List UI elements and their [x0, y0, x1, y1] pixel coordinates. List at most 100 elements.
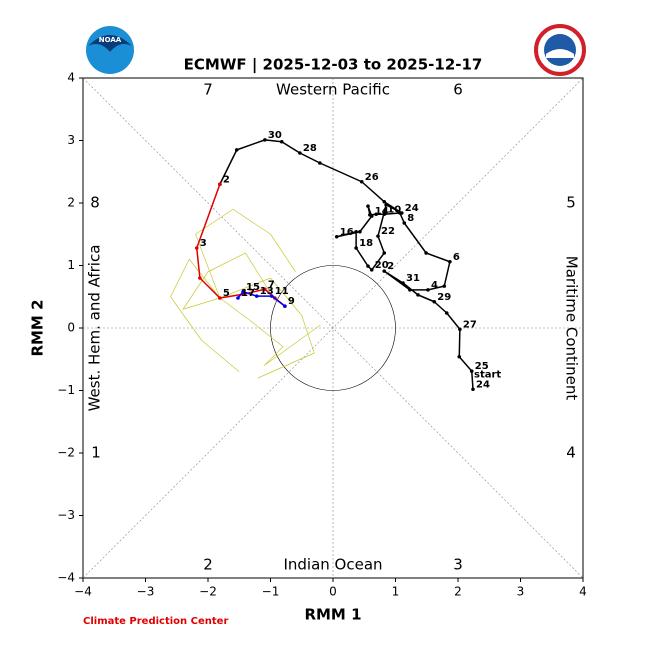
y-tick-label: 0: [67, 321, 75, 335]
series-line: [219, 297, 321, 366]
date-label: 10: [387, 204, 401, 215]
x-tick-label: 1: [392, 585, 400, 599]
series-point: [448, 259, 452, 264]
date-label: 7: [268, 279, 275, 290]
series-point: [457, 354, 462, 359]
series-point: [382, 212, 387, 217]
x-tick-label: −4: [74, 585, 92, 599]
noaa-logo: NOAA: [86, 26, 134, 74]
x-tick-label: 2: [454, 585, 462, 599]
region-label: Indian Ocean: [283, 556, 382, 574]
date-label: 14: [375, 206, 389, 217]
date-label: 3: [200, 238, 207, 249]
date-label: 20: [375, 260, 389, 271]
series-line: [195, 208, 296, 299]
date-label: 5: [223, 288, 230, 299]
y-tick-label: −4: [57, 571, 75, 585]
source-label: Climate Prediction Center: [83, 616, 228, 627]
series-point: [382, 269, 387, 273]
y-tick-label: 2: [67, 196, 75, 210]
series-point: [263, 138, 267, 142]
series-point: [334, 234, 339, 239]
series-point: [263, 287, 267, 292]
series-point: [283, 304, 287, 308]
date-label: 2: [223, 174, 230, 185]
series-point: [359, 179, 364, 184]
date-label: 2: [387, 261, 394, 272]
series-point: [469, 369, 474, 373]
phase-label: 8: [90, 194, 100, 212]
date-label: 13: [260, 286, 274, 297]
date-label: 29: [437, 292, 451, 303]
series-point: [369, 268, 374, 272]
series-point: [376, 234, 380, 238]
date-label: 6: [453, 252, 460, 263]
phase-label: 6: [453, 81, 463, 99]
date-label: 24: [476, 379, 490, 390]
date-label: 27: [463, 319, 477, 330]
series-point: [366, 204, 370, 208]
series-point: [194, 246, 199, 250]
series-point: [298, 151, 302, 155]
y-tick-label: 1: [67, 258, 75, 272]
date-label: 30: [268, 130, 282, 141]
series-point: [354, 229, 358, 234]
start-label: start: [474, 369, 501, 380]
y-tick-label: −3: [57, 508, 75, 522]
series-point: [218, 182, 222, 187]
date-label: 4: [431, 280, 438, 291]
series-line: [182, 252, 278, 310]
series-point: [234, 148, 239, 152]
series-point: [424, 251, 428, 255]
x-tick-label: 0: [329, 585, 337, 599]
date-label: 11: [275, 286, 289, 297]
series-point: [354, 246, 358, 250]
series-line: [219, 139, 474, 390]
logo-shape: [88, 35, 132, 52]
x-tick-label: −3: [137, 585, 155, 599]
date-label: 15: [246, 282, 260, 293]
x-tick-label: −1: [262, 585, 280, 599]
region-label: West. Hem. and Africa: [86, 245, 104, 412]
phase-label: 3: [453, 556, 463, 574]
x-tick-label: 3: [517, 585, 525, 599]
y-tick-label: 3: [67, 133, 75, 147]
chart-title: ECMWF | 2025-12-03 to 2025-12-17: [184, 56, 483, 75]
y-tick-label: −2: [57, 446, 75, 460]
series-point: [382, 251, 387, 255]
logo-cloud: [546, 49, 574, 58]
phase-label: 5: [566, 194, 576, 212]
series-point: [442, 284, 447, 288]
series-line: [219, 277, 315, 379]
series-point: [254, 294, 259, 298]
date-label: 28: [303, 143, 317, 154]
x-tick-label: −2: [199, 585, 217, 599]
logo-text: NOAA: [99, 36, 122, 44]
phase-label: 4: [566, 444, 576, 462]
x-tick-label: 4: [579, 585, 587, 599]
date-label: 22: [381, 226, 395, 237]
date-label: 18: [359, 238, 373, 249]
series-point: [366, 264, 370, 268]
date-label: 17: [241, 288, 255, 299]
unit-circle: [270, 265, 396, 391]
series-point: [408, 288, 412, 292]
series-point: [458, 327, 462, 332]
y-axis-label: RMM 2: [29, 299, 47, 356]
series-point: [399, 211, 404, 215]
series-point: [432, 299, 437, 304]
series-point: [382, 199, 387, 204]
date-label: 25: [475, 361, 489, 372]
series-point: [269, 294, 274, 298]
series-point: [279, 139, 284, 144]
date-label: 16: [340, 227, 354, 238]
date-label: 31: [406, 273, 420, 284]
region-label: Western Pacific: [276, 81, 390, 99]
date-label: 8: [407, 213, 414, 224]
series-point: [402, 221, 407, 225]
y-tick-label: 4: [67, 71, 75, 85]
region-label: Maritime Continent: [563, 256, 581, 401]
series-point: [374, 212, 378, 217]
series-point: [358, 229, 362, 234]
